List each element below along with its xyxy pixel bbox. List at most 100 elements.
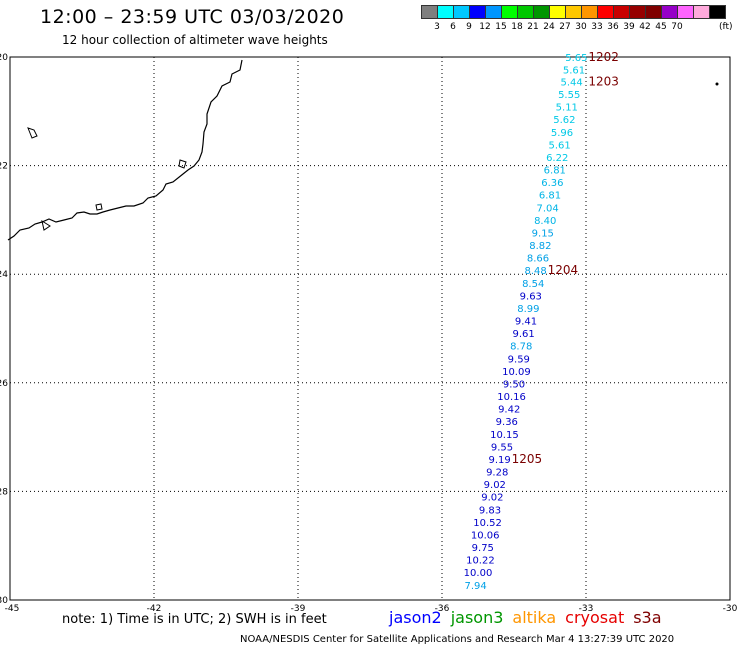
credit-line: NOAA/NESDIS Center for Satellite Applica… <box>240 634 675 645</box>
wave-height-value: 6.81 <box>539 190 561 201</box>
wave-height-value: 10.22 <box>466 555 495 566</box>
wave-height-value: 9.59 <box>508 354 530 365</box>
y-tick-label: -20 <box>0 53 8 63</box>
map-title: 12:00 – 23:59 UTC 03/03/2020 <box>40 6 345 28</box>
legend-tick-label: 27 <box>559 22 571 32</box>
wave-height-value: 9.50 <box>503 379 525 390</box>
wave-height-value: 5.65 <box>565 53 587 64</box>
satellite-legend: jason2 jason3 altika cryosat s3a <box>389 608 671 627</box>
x-tick-label: -36 <box>435 604 450 614</box>
legend-tick-label: 36 <box>607 22 619 32</box>
legend-tick-label: 15 <box>495 22 507 32</box>
wave-height-value: 8.40 <box>534 216 556 227</box>
wave-height-value: 7.94 <box>464 581 486 592</box>
gridlines <box>10 57 730 600</box>
wave-height-value: 9.42 <box>498 404 520 415</box>
y-tick-label: -22 <box>0 162 8 172</box>
isolated-data-point <box>715 82 719 86</box>
wave-height-value: 10.52 <box>473 518 502 529</box>
wave-height-value: 6.81 <box>544 165 566 176</box>
wave-height-value: 5.61 <box>548 140 570 151</box>
coastline-path <box>7 59 243 241</box>
wave-height-value: 6.36 <box>541 178 563 189</box>
legend-tick-label: 12 <box>479 22 491 32</box>
wave-height-value: 7.04 <box>536 203 558 214</box>
altimeter-track: 5.655.615.445.555.115.625.965.616.226.81… <box>464 53 588 592</box>
island-outline <box>178 159 187 169</box>
legend-swatch <box>709 5 726 19</box>
wave-height-value: 8.66 <box>527 253 549 264</box>
legend-tick-label: 33 <box>591 22 603 32</box>
wave-height-value: 5.55 <box>558 90 580 101</box>
legend-tick-label: 6 <box>450 22 456 32</box>
satellite-label: cryosat <box>565 608 625 627</box>
x-tick-label: -42 <box>147 604 162 614</box>
legend-tick-label: 18 <box>511 22 523 32</box>
wave-height-value: 5.62 <box>553 115 575 126</box>
wave-height-value: 9.63 <box>520 291 542 302</box>
y-tick-label: -24 <box>0 270 8 280</box>
wave-height-value: 8.48 <box>524 266 546 277</box>
wave-height-value: 9.41 <box>515 316 537 327</box>
wave-height-value: 9.36 <box>496 417 518 428</box>
wave-height-value: 9.55 <box>491 442 513 453</box>
wave-height-value: 9.61 <box>512 329 534 340</box>
wave-height-value: 8.78 <box>510 341 532 352</box>
island-outline <box>41 219 51 231</box>
wave-height-value: 5.11 <box>556 102 578 113</box>
wave-height-value: 10.09 <box>502 367 531 378</box>
wave-height-value: 9.28 <box>486 467 508 478</box>
x-tick-label: -45 <box>5 604 20 614</box>
time-marks: 1202 1203 1204 1205 <box>512 50 619 466</box>
y-tick-label: -26 <box>0 379 8 389</box>
wave-height-value: 5.96 <box>551 128 573 139</box>
y-axis-labels: -20 -22 -24 -26 -28 -30 <box>0 53 8 606</box>
wave-height-value: 9.02 <box>481 492 503 503</box>
time-mark: 1203 <box>588 74 619 88</box>
wave-height-value: 10.16 <box>497 392 526 403</box>
wave-height-value: 9.83 <box>479 505 501 516</box>
wave-height-value: 9.15 <box>532 228 554 239</box>
map-frame <box>9 56 731 601</box>
legend-tick-label: 24 <box>543 22 555 32</box>
x-tick-label: -39 <box>291 604 306 614</box>
x-tick-label: -33 <box>579 604 594 614</box>
y-tick-label: -30 <box>0 596 8 606</box>
wave-height-value: 9.75 <box>472 543 494 554</box>
legend-tick-label: 45 <box>655 22 667 32</box>
color-legend <box>421 5 726 21</box>
satellite-label: jason2 <box>389 608 442 627</box>
coastline <box>7 59 243 241</box>
wave-height-value: 8.82 <box>529 241 551 252</box>
wave-height-value: 10.15 <box>490 430 519 441</box>
legend-tick-label: 39 <box>623 22 635 32</box>
time-mark: 1202 <box>588 50 619 64</box>
wave-height-value: 9.02 <box>484 480 506 491</box>
map-subtitle: 12 hour collection of altimeter wave hei… <box>62 33 328 47</box>
legend-tick-label: 21 <box>527 22 539 32</box>
legend-units: (ft) <box>719 22 733 32</box>
legend-tick-label: 9 <box>466 22 472 32</box>
wave-height-value: 8.99 <box>517 304 539 315</box>
satellite-label: altika <box>512 608 557 627</box>
time-mark: 1205 <box>512 452 543 466</box>
wave-height-value: 5.61 <box>563 65 585 76</box>
satellite-label: jason3 <box>450 608 504 627</box>
satellite-label: s3a <box>633 608 662 627</box>
legend-tick-label: 30 <box>575 22 587 32</box>
y-tick-label: -28 <box>0 487 8 497</box>
wave-height-value: 6.22 <box>546 153 568 164</box>
island-outline <box>27 127 38 139</box>
wave-height-value: 10.06 <box>471 530 500 541</box>
legend-tick-label: 3 <box>434 22 440 32</box>
wave-height-value: 10.00 <box>464 568 493 579</box>
time-mark: 1204 <box>548 263 579 277</box>
legend-tick-label: 70 <box>671 22 683 32</box>
x-axis-labels: -45 -42 -39 -36 -33 -30 <box>5 604 738 614</box>
island-outline <box>95 203 103 211</box>
wave-height-value: 8.54 <box>522 279 544 290</box>
x-tick-label: -30 <box>723 604 738 614</box>
wave-height-value: 5.44 <box>560 77 582 88</box>
legend-tick-label: 42 <box>639 22 651 32</box>
